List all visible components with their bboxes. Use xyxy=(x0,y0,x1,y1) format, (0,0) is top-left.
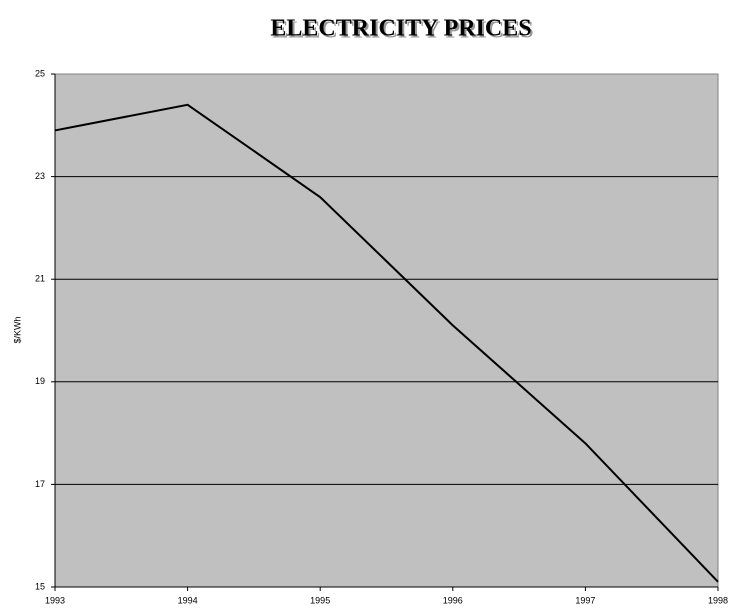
plot-area xyxy=(54,73,719,588)
x-tick-label: 1998 xyxy=(708,595,728,605)
y-axis-label: $/KWh xyxy=(12,316,22,343)
x-tick-label: 1994 xyxy=(178,595,198,605)
x-tick-label: 1996 xyxy=(443,595,463,605)
line-series xyxy=(54,103,719,583)
y-tick-label: 19 xyxy=(35,376,45,386)
x-tick-label: 1995 xyxy=(310,595,330,605)
chart-title-shadow: ELECTRICITY PRICES xyxy=(272,18,533,44)
y-tick-label: 17 xyxy=(35,479,45,489)
x-tick-label: 1993 xyxy=(45,595,65,605)
y-tick-label: 21 xyxy=(35,274,45,284)
y-tick-label: 25 xyxy=(35,68,45,78)
y-tick-label: 15 xyxy=(35,581,45,591)
x-tick-label: 1997 xyxy=(575,595,595,605)
chart-title: ELECTRICITY PRICES xyxy=(270,16,531,42)
y-tick-label: 23 xyxy=(35,171,45,181)
